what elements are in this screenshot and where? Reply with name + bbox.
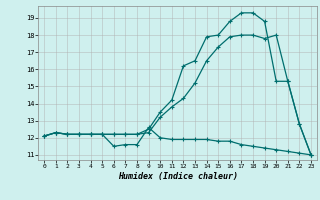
X-axis label: Humidex (Indice chaleur): Humidex (Indice chaleur) (118, 172, 238, 181)
